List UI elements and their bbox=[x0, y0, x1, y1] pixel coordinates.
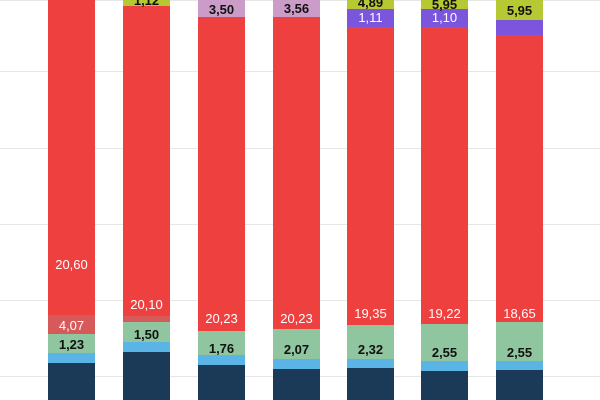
bar-segment bbox=[496, 322, 543, 361]
data-label: 20,60 bbox=[55, 257, 88, 272]
bar-segment bbox=[496, 20, 543, 35]
bar-segment bbox=[496, 0, 543, 20]
bar-segment bbox=[123, 322, 170, 342]
data-labels: 1,23 4,07 20,60 1,50 20,10 1,12 1,76 20,23 3,50 2… bbox=[55, 0, 536, 360]
bar-segment bbox=[347, 359, 394, 368]
bar-segment bbox=[198, 0, 245, 17]
data-label: 19,35 bbox=[354, 306, 387, 321]
bar-segment bbox=[347, 325, 394, 359]
data-label: 1,76 bbox=[209, 341, 234, 356]
data-label: 4,07 bbox=[59, 318, 84, 333]
bar-segment bbox=[273, 359, 320, 369]
data-label: 2,32 bbox=[358, 342, 383, 357]
bar-segment bbox=[421, 371, 468, 400]
data-label: 1,50 bbox=[134, 327, 159, 342]
data-label: 5,95 bbox=[432, 0, 457, 12]
bar-segment bbox=[123, 0, 170, 6]
bar-segment bbox=[48, 315, 95, 334]
bar-segment bbox=[198, 365, 245, 400]
data-label: 20,23 bbox=[205, 311, 238, 326]
bar-segment bbox=[421, 27, 468, 324]
data-label: 20,23 bbox=[280, 311, 313, 326]
bar-segment bbox=[198, 355, 245, 365]
data-label: 2,55 bbox=[432, 345, 457, 360]
bar-segment bbox=[273, 0, 320, 17]
bar-segment bbox=[496, 370, 543, 400]
data-label: 1,11 bbox=[358, 10, 382, 25]
bar-segment bbox=[123, 342, 170, 352]
bar-segment bbox=[347, 368, 394, 400]
bar-segment bbox=[198, 17, 245, 331]
data-label: 3,50 bbox=[209, 2, 234, 17]
bar-segment bbox=[421, 324, 468, 361]
bar-segment bbox=[48, 0, 95, 315]
bar-segment bbox=[421, 361, 468, 371]
data-label: 2,55 bbox=[507, 345, 532, 360]
data-label: 19,22 bbox=[428, 306, 461, 321]
bar-segment bbox=[48, 353, 95, 363]
bar-segment bbox=[273, 17, 320, 329]
data-label: 4,89 bbox=[358, 0, 383, 10]
data-label: 1,23 bbox=[59, 337, 84, 352]
bar-segment bbox=[198, 331, 245, 355]
bar-segment bbox=[123, 6, 170, 316]
data-label: 2,07 bbox=[284, 342, 309, 357]
data-label: 5,95 bbox=[507, 3, 532, 18]
data-label: 20,10 bbox=[130, 297, 163, 312]
bar-segment bbox=[496, 361, 543, 370]
bar-segment bbox=[347, 27, 394, 325]
bar-segment bbox=[123, 352, 170, 400]
bar-segment bbox=[273, 329, 320, 359]
data-label: 18,65 bbox=[503, 306, 536, 321]
bar-segment bbox=[347, 9, 394, 27]
bar-segment bbox=[496, 35, 543, 322]
data-label: 1,12 bbox=[134, 0, 159, 8]
data-label: 1,10 bbox=[432, 10, 457, 25]
bar-segment bbox=[48, 363, 95, 400]
bar-segment bbox=[48, 334, 95, 353]
bar-segment bbox=[123, 316, 170, 322]
data-label: 3,56 bbox=[284, 1, 309, 16]
bar-segment bbox=[421, 9, 468, 27]
bar-segment bbox=[421, 0, 468, 9]
bar-segment bbox=[347, 0, 394, 9]
bars bbox=[48, 0, 543, 400]
bar-segment bbox=[273, 369, 320, 400]
